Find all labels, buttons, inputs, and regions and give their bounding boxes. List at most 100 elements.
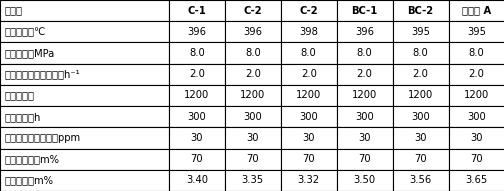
Bar <box>225 0 281 21</box>
Bar <box>225 64 281 85</box>
Text: 2.0: 2.0 <box>413 69 428 79</box>
Text: 反应温度，℃: 反应温度，℃ <box>4 27 45 37</box>
Text: C-2: C-2 <box>299 6 318 16</box>
Text: 化学氢耗，m%: 化学氢耗，m% <box>4 175 53 185</box>
Text: C-2: C-2 <box>243 6 262 16</box>
Text: 3.35: 3.35 <box>242 175 264 185</box>
Text: 300: 300 <box>355 112 374 122</box>
Text: 30: 30 <box>358 133 371 143</box>
Bar <box>225 21 281 42</box>
Bar <box>225 42 281 64</box>
Bar <box>449 85 504 106</box>
Text: 70: 70 <box>470 154 483 164</box>
Text: 2.0: 2.0 <box>245 69 261 79</box>
Text: 1200: 1200 <box>408 91 433 100</box>
Text: 70: 70 <box>246 154 259 164</box>
Bar <box>449 106 504 127</box>
Text: 8.0: 8.0 <box>357 48 372 58</box>
Bar <box>393 106 449 127</box>
Text: 395: 395 <box>411 27 430 37</box>
Bar <box>281 21 337 42</box>
Text: 398: 398 <box>299 27 318 37</box>
Bar <box>337 149 393 170</box>
Bar <box>393 42 449 64</box>
Text: BC-1: BC-1 <box>351 6 378 16</box>
Text: 8.0: 8.0 <box>245 48 261 58</box>
Text: 30: 30 <box>414 133 427 143</box>
Text: 3.32: 3.32 <box>298 175 320 185</box>
Bar <box>281 127 337 149</box>
Text: 运转时间，h: 运转时间，h <box>4 112 40 122</box>
Bar <box>393 127 449 149</box>
Bar <box>0 149 169 170</box>
Bar <box>225 170 281 191</box>
Text: 反应压力，MPa: 反应压力，MPa <box>4 48 54 58</box>
Text: BC-2: BC-2 <box>408 6 433 16</box>
Text: 裂化反应段体积空速，h⁻¹: 裂化反应段体积空速，h⁻¹ <box>4 69 80 79</box>
Text: 30: 30 <box>191 133 203 143</box>
Bar <box>0 0 169 21</box>
Text: 8.0: 8.0 <box>469 48 484 58</box>
Bar <box>337 170 393 191</box>
Text: 30: 30 <box>470 133 483 143</box>
Text: 8.0: 8.0 <box>413 48 428 58</box>
Bar <box>337 21 393 42</box>
Bar <box>225 127 281 149</box>
Bar <box>169 85 225 106</box>
Bar <box>169 127 225 149</box>
Bar <box>393 170 449 191</box>
Bar <box>169 64 225 85</box>
Bar <box>281 149 337 170</box>
Text: 1200: 1200 <box>296 91 322 100</box>
Text: 氢油体积比: 氢油体积比 <box>4 91 34 100</box>
Text: 70: 70 <box>414 154 427 164</box>
Text: 催化剂 A: 催化剂 A <box>462 6 491 16</box>
Text: 2.0: 2.0 <box>301 69 317 79</box>
Text: 70: 70 <box>191 154 203 164</box>
Bar <box>225 149 281 170</box>
Bar <box>169 106 225 127</box>
Bar <box>0 21 169 42</box>
Text: 1200: 1200 <box>240 91 266 100</box>
Text: C-1: C-1 <box>187 6 206 16</box>
Bar <box>449 21 504 42</box>
Text: 300: 300 <box>411 112 430 122</box>
Text: 70: 70 <box>358 154 371 164</box>
Bar <box>169 0 225 21</box>
Bar <box>449 149 504 170</box>
Bar <box>449 0 504 21</box>
Text: 1200: 1200 <box>464 91 489 100</box>
Bar <box>281 170 337 191</box>
Bar <box>0 85 169 106</box>
Text: 2.0: 2.0 <box>189 69 205 79</box>
Bar <box>393 21 449 42</box>
Bar <box>449 127 504 149</box>
Text: 395: 395 <box>467 27 486 37</box>
Bar <box>281 0 337 21</box>
Text: 3.65: 3.65 <box>465 175 488 185</box>
Bar <box>225 106 281 127</box>
Bar <box>449 170 504 191</box>
Bar <box>337 127 393 149</box>
Bar <box>281 64 337 85</box>
Text: 单程转化率，m%: 单程转化率，m% <box>4 154 59 164</box>
Bar <box>281 42 337 64</box>
Bar <box>281 85 337 106</box>
Bar <box>0 64 169 85</box>
Bar <box>393 85 449 106</box>
Bar <box>337 85 393 106</box>
Bar <box>225 85 281 106</box>
Text: 300: 300 <box>187 112 206 122</box>
Bar <box>337 64 393 85</box>
Text: 396: 396 <box>243 27 262 37</box>
Text: 催化剂: 催化剂 <box>4 6 22 16</box>
Text: 3.50: 3.50 <box>354 175 375 185</box>
Text: 1200: 1200 <box>352 91 377 100</box>
Bar <box>449 64 504 85</box>
Bar <box>169 170 225 191</box>
Bar <box>169 42 225 64</box>
Bar <box>393 149 449 170</box>
Text: 300: 300 <box>467 112 486 122</box>
Bar <box>281 106 337 127</box>
Text: 裂化段进料氮含量，ppm: 裂化段进料氮含量，ppm <box>4 133 80 143</box>
